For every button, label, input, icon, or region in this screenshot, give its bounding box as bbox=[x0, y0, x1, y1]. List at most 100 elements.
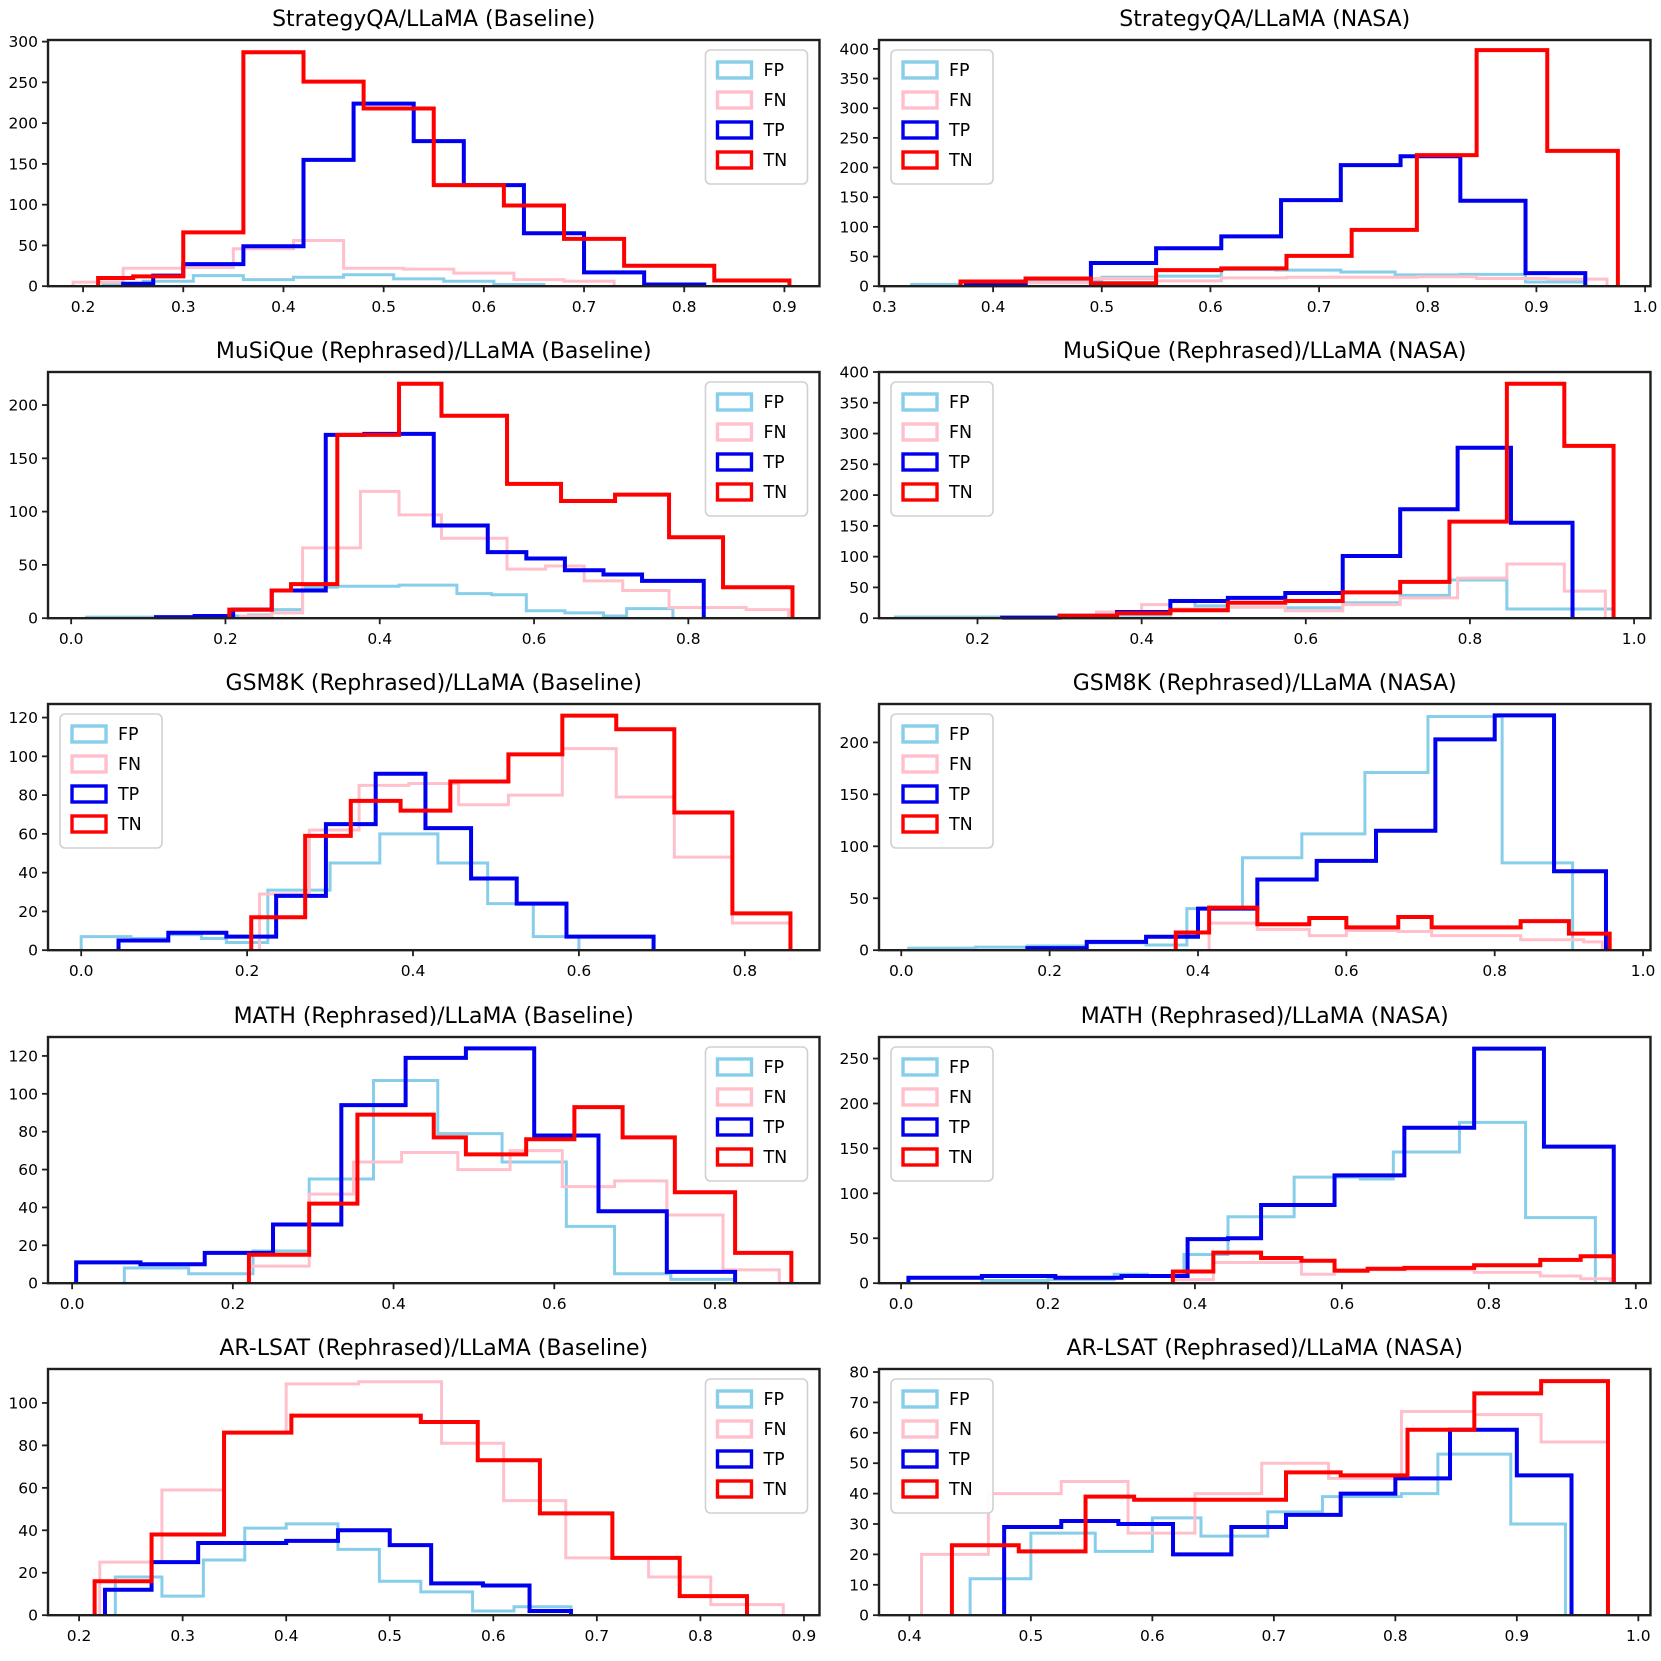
chart-cell-4: GSM8K (Rephrased)/LLaMA (Baseline) 0.0 0.2… bbox=[0, 664, 831, 996]
y-tick-label: 250 bbox=[8, 74, 38, 92]
series-TP-line bbox=[905, 1046, 1616, 1283]
series-TN-line bbox=[92, 1413, 749, 1615]
y-tick-label: 50 bbox=[18, 557, 38, 575]
y-tick-label: 350 bbox=[839, 70, 869, 88]
legend-swatch-FN bbox=[70, 754, 108, 775]
y-tick-label: 120 bbox=[8, 1047, 38, 1065]
x-tick-label: 0.2 bbox=[965, 630, 990, 648]
y-tick-label: 150 bbox=[839, 518, 869, 536]
legend-label-TP: TP bbox=[948, 1450, 970, 1470]
y-tick-label: 350 bbox=[839, 394, 869, 412]
y-tick-label: 100 bbox=[8, 503, 38, 521]
y-tick-label: 100 bbox=[839, 548, 869, 566]
chart-svg-1: StrategyQA/LLaMA (NASA) 0.3 0.4 0.5 0.6 0.7 0.… bbox=[839, 7, 1657, 316]
x-tick-label: 0.8 bbox=[703, 1295, 728, 1313]
x-tick-label: 0.8 bbox=[672, 298, 697, 316]
series-FN-line bbox=[958, 275, 1609, 287]
legend-swatch-FN bbox=[900, 754, 939, 775]
legend-swatch-FN bbox=[715, 422, 754, 442]
chart-title: MATH (Rephrased)/LLaMA (Baseline) bbox=[234, 1004, 634, 1029]
x-tick-label: 1.0 bbox=[1626, 1627, 1651, 1645]
y-tick-label: 50 bbox=[849, 890, 869, 908]
chart-title: StrategyQA/LLaMA (NASA) bbox=[1119, 7, 1410, 32]
chart-cell-2: MuSiQue (Rephrased)/LLaMA (Baseline) 0.0 0… bbox=[0, 332, 831, 664]
y-tick-label: 50 bbox=[18, 237, 38, 255]
y-tick-label: 0 bbox=[28, 942, 38, 960]
x-tick-label: 0.6 bbox=[1334, 963, 1359, 981]
y-tick-label: 30 bbox=[849, 1515, 869, 1533]
x-tick-label: 0.6 bbox=[542, 1295, 567, 1313]
legend: FP FN TP TN bbox=[704, 49, 809, 185]
y-tick-label: 300 bbox=[839, 100, 869, 118]
y-tick-label: 200 bbox=[8, 397, 38, 415]
y-tick-label: 80 bbox=[18, 1437, 38, 1455]
series-FP-line bbox=[85, 583, 675, 619]
y-tick-label: 400 bbox=[839, 40, 869, 58]
chart-cell-3: MuSiQue (Rephrased)/LLaMA (NASA) 0.2 0.4 0.… bbox=[831, 332, 1661, 664]
chart-cell-5: GSM8K (Rephrased)/LLaMA (NASA) 0.0 0.2 0.4 0… bbox=[831, 664, 1661, 996]
chart-title: MuSiQue (Rephrased)/LLaMA (Baseline) bbox=[216, 339, 652, 364]
legend-swatch-TP bbox=[900, 1116, 939, 1137]
axes-frame bbox=[877, 703, 1652, 952]
y-tick-label: 40 bbox=[849, 1485, 869, 1503]
legend-swatch-TP bbox=[900, 452, 939, 472]
x-tick-label: 0.8 bbox=[733, 963, 758, 981]
y-tick-label: 80 bbox=[18, 787, 38, 805]
y-tick-label: 60 bbox=[849, 1424, 869, 1442]
series-TN-line bbox=[249, 714, 793, 951]
legend-label-TN: TN bbox=[948, 815, 973, 835]
x-tick-label: 0.8 bbox=[676, 630, 701, 648]
legend-swatch-FP bbox=[900, 1056, 939, 1077]
y-tick-label: 200 bbox=[839, 1095, 869, 1113]
legend-swatch-FN bbox=[900, 1419, 939, 1439]
series-TN-line bbox=[1173, 905, 1612, 951]
chart-svg-0: StrategyQA/LLaMA (Baseline) 0.2 0.3 0.4 0.5 0… bbox=[8, 7, 821, 316]
legend-label-FP: FP bbox=[763, 61, 784, 81]
legend-label-FP: FP bbox=[763, 393, 784, 413]
y-tick-label: 20 bbox=[18, 903, 38, 921]
series-TP-line bbox=[1001, 1427, 1574, 1615]
x-tick-label: 0.8 bbox=[1415, 298, 1440, 316]
legend-swatch-TP bbox=[715, 452, 754, 472]
chart-cell-8: AR-LSAT (Rephrased)/LLaMA (Baseline) 0.2 0… bbox=[0, 1329, 831, 1661]
chart-cell-7: MATH (Rephrased)/LLaMA (NASA) 0.0 0.2 0.4 0.… bbox=[831, 997, 1661, 1329]
x-tick-label: 0.8 bbox=[1476, 1295, 1501, 1313]
legend: FP FN TP TN bbox=[704, 1377, 809, 1514]
x-tick-label: 0.0 bbox=[69, 963, 94, 981]
chart-title: StrategyQA/LLaMA (Baseline) bbox=[272, 7, 595, 32]
x-tick-label: 0.0 bbox=[60, 1295, 85, 1313]
series-TP-line bbox=[102, 1528, 573, 1615]
chart-title: MuSiQue (Rephrased)/LLaMA (NASA) bbox=[1063, 339, 1466, 364]
legend: FP FN TP TN bbox=[704, 381, 809, 517]
y-tick-label: 100 bbox=[839, 218, 869, 236]
y-tick-label: 70 bbox=[849, 1394, 869, 1412]
y-tick-label: 0 bbox=[28, 610, 38, 628]
legend-swatch-FP bbox=[900, 724, 939, 745]
legend-label-TP: TP bbox=[948, 1118, 970, 1138]
y-tick-label: 100 bbox=[839, 838, 869, 856]
series-FP-line bbox=[122, 1078, 737, 1283]
legend-swatch-FP bbox=[715, 392, 754, 412]
y-tick-label: 0 bbox=[28, 1274, 38, 1292]
y-tick-label: 250 bbox=[839, 129, 869, 147]
x-tick-label: 0.5 bbox=[1018, 1627, 1043, 1645]
chart-title: GSM8K (Rephrased)/LLaMA (NASA) bbox=[1072, 671, 1456, 696]
y-tick-label: 50 bbox=[849, 1229, 869, 1247]
axes-frame bbox=[877, 1367, 1652, 1617]
legend-swatch-TN bbox=[900, 1146, 939, 1167]
axes-frame bbox=[46, 1367, 821, 1617]
legend-swatch-FP bbox=[900, 392, 939, 412]
x-tick-label: 0.6 bbox=[1329, 1295, 1354, 1313]
axes-frame bbox=[46, 370, 821, 620]
legend-label-TN: TN bbox=[762, 1480, 787, 1500]
legend-swatch-FP bbox=[900, 1389, 939, 1409]
x-tick-label: 0.7 bbox=[1306, 298, 1331, 316]
legend-swatch-TN bbox=[900, 150, 939, 170]
legend-label-FP: FP bbox=[118, 725, 139, 745]
series-TP-line bbox=[74, 1045, 738, 1283]
legend-label-FN: FN bbox=[949, 755, 972, 775]
y-tick-label: 80 bbox=[849, 1363, 869, 1381]
x-tick-label: 0.4 bbox=[897, 1627, 922, 1645]
x-tick-label: 0.6 bbox=[567, 963, 592, 981]
legend-label-TN: TN bbox=[948, 483, 973, 503]
